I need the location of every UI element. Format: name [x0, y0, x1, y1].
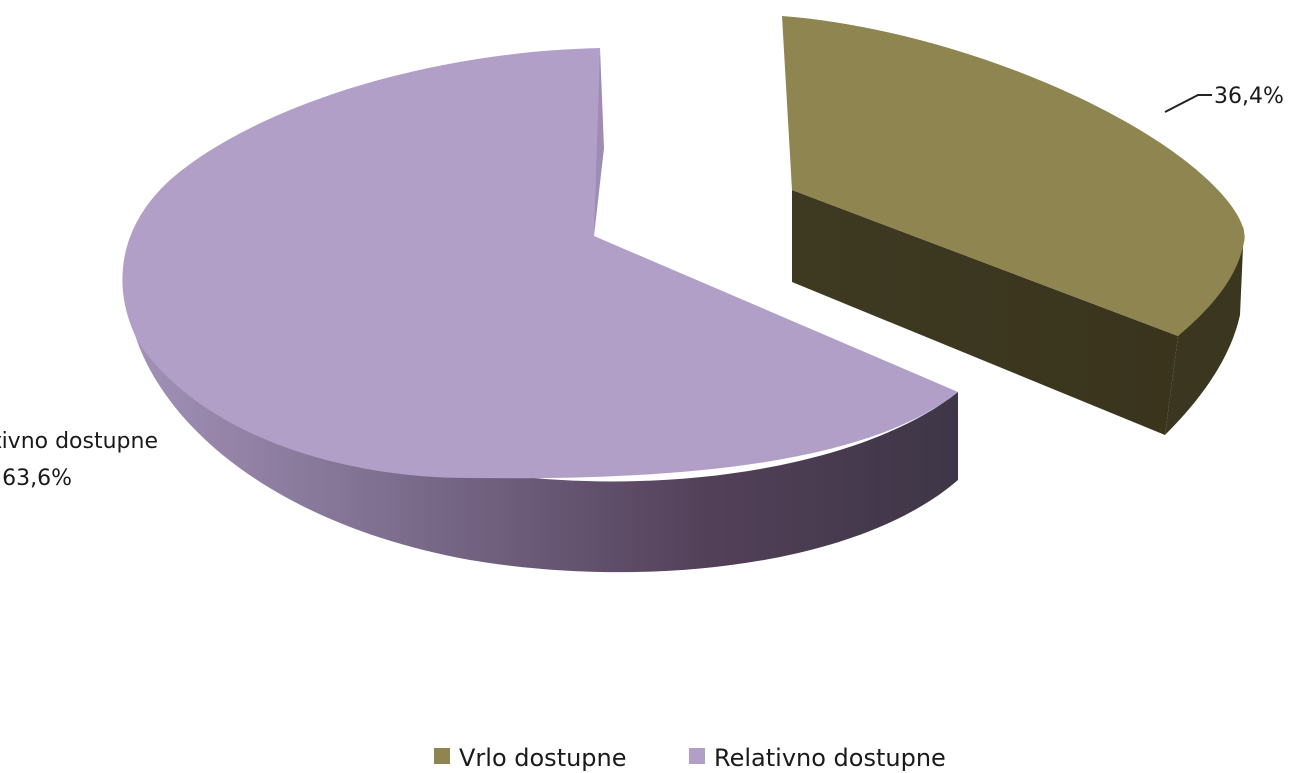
slice-top-vrlo-dostupne: [782, 16, 1245, 336]
pie-slice-relativno-dostupne: [122, 48, 959, 573]
slice-top-relativno-dostupne: [122, 48, 959, 479]
data-label-relativno-dostupne-value: 63,6%: [2, 466, 72, 491]
slice-side-relativno-dostupne: [127, 295, 958, 573]
slice-rim-vrlo-dostupne: [1165, 225, 1245, 435]
data-label-relativno-dostupne-group: Relativno dostupne 63,6%: [0, 429, 158, 491]
legend-label-vrlo-dostupne: Vrlo dostupne: [459, 744, 627, 772]
slice-wall-vrlo-dostupne: [782, 16, 1178, 435]
leader-line-vrlo-dostupne: [1164, 94, 1212, 113]
legend-swatch-relativno-dostupne: [689, 748, 705, 764]
data-label-relativno-dostupne-category: Relativno dostupne: [0, 429, 158, 454]
legend-label-relativno-dostupne: Relativno dostupne: [714, 744, 946, 772]
legend-swatch-vrlo-dostupne: [434, 748, 450, 764]
legend: Vrlo dostupne Relativno dostupne: [434, 744, 946, 772]
slice-wall-relativno-dostupne: [594, 48, 604, 236]
data-label-vrlo-dostupne: 36,4%: [1214, 84, 1284, 109]
pie-slice-vrlo-dostupne: [782, 16, 1245, 435]
